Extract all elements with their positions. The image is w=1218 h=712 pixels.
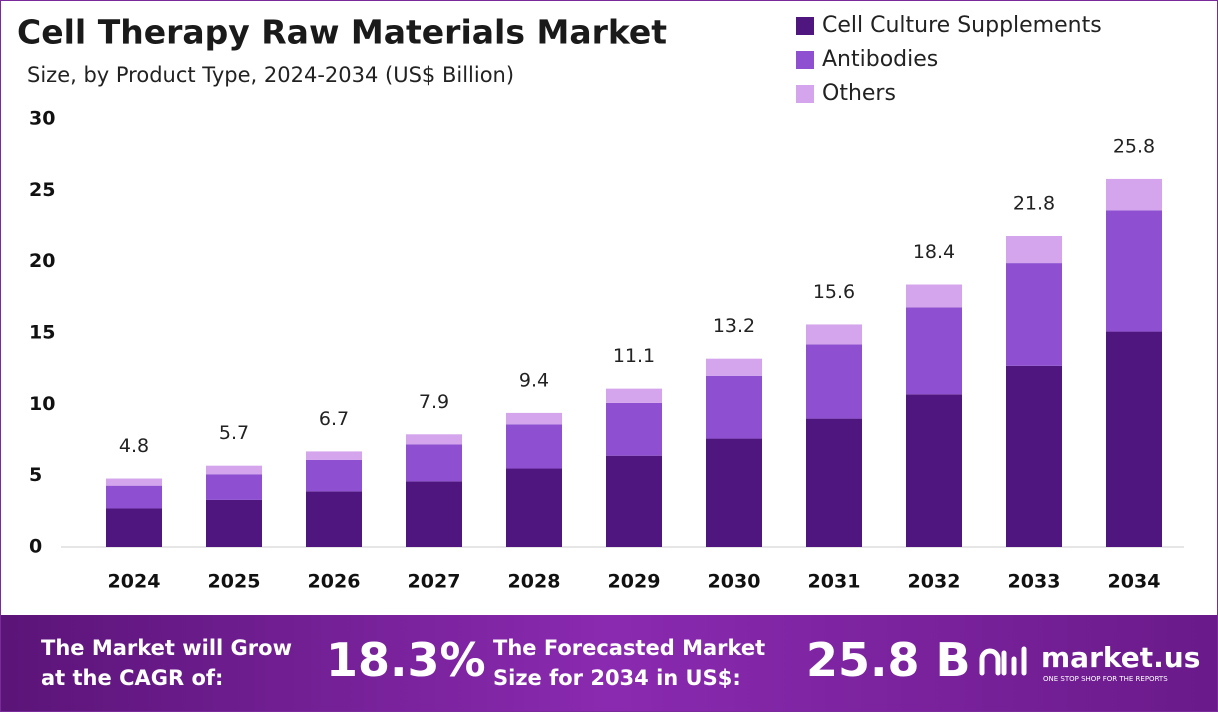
brand: market.us [1041, 641, 1201, 674]
y-tick-label: 30 [29, 108, 55, 130]
bar-segment [206, 465, 262, 475]
bar-segment [706, 375, 762, 439]
bar-segment [1106, 331, 1162, 547]
legend-swatch [796, 85, 814, 103]
y-tick-label: 0 [29, 536, 42, 558]
total-label: 5.7 [219, 422, 249, 444]
total-label: 7.9 [419, 391, 449, 413]
bar-segment [506, 424, 562, 469]
legend-swatch [796, 17, 814, 35]
x-tick-label: 2026 [308, 571, 361, 593]
x-tick-label: 2027 [408, 571, 461, 593]
chart-subtitle: Size, by Product Type, 2024-2034 (US$ Bi… [27, 63, 514, 87]
bar-segment [506, 412, 562, 425]
x-tick-label: 2025 [208, 571, 261, 593]
y-tick-label: 15 [29, 322, 55, 344]
total-label: 25.8 [1113, 135, 1155, 157]
bar-segment [806, 324, 862, 345]
x-tick-label: 2029 [608, 571, 661, 593]
total-label: 11.1 [613, 345, 655, 367]
bar-segment [706, 438, 762, 547]
x-tick-label: 2024 [108, 571, 161, 593]
bar-segment [606, 455, 662, 547]
bar-segment [306, 459, 362, 492]
bar-segment [1106, 178, 1162, 211]
x-tick-label: 2032 [908, 571, 961, 593]
bar-segment [406, 444, 462, 482]
bar-segment [206, 499, 262, 547]
legend-label: Cell Culture Supplements [822, 13, 1102, 38]
x-tick-label: 2031 [808, 571, 861, 593]
bar-segment [906, 307, 962, 395]
bar-segment [106, 508, 162, 547]
x-tick-label: 2030 [708, 571, 761, 593]
bar-segment [806, 344, 862, 419]
x-tick-label: 2033 [1008, 571, 1061, 593]
bar-segment [206, 474, 262, 500]
bar-segment [406, 434, 462, 445]
chart: Cell Therapy Raw Materials Market Size, … [17, 13, 1184, 593]
bar-segment [306, 491, 362, 547]
bar-segment [406, 481, 462, 547]
y-tick-label: 10 [29, 393, 55, 415]
bar-segment [306, 451, 362, 460]
legend-swatch [796, 51, 814, 69]
brand-icon [979, 646, 1027, 676]
total-label: 15.6 [813, 281, 855, 303]
bar-segment [506, 468, 562, 547]
y-tick-label: 25 [29, 179, 55, 201]
total-label: 13.2 [713, 315, 755, 337]
bar-segment [106, 478, 162, 486]
tagline: ONE STOP SHOP FOR THE REPORTS [1043, 675, 1168, 683]
x-tick-label: 2028 [508, 571, 561, 593]
bar-segment [706, 358, 762, 376]
y-tick-label: 5 [29, 464, 42, 486]
bar-segment [1006, 235, 1062, 264]
total-label: 4.8 [119, 435, 149, 457]
bar-segment [106, 485, 162, 509]
legend-label: Antibodies [822, 47, 938, 72]
total-label: 21.8 [1013, 192, 1055, 214]
bar-segment [606, 388, 662, 403]
footer-banner: The Market will Grow at the CAGR of: 18.… [1, 615, 1217, 711]
bar-segment [906, 394, 962, 547]
bar-segment [906, 284, 962, 308]
forecast-value: 25.8 B [806, 633, 971, 687]
legend-label: Others [822, 81, 896, 106]
bar-segment [806, 418, 862, 547]
total-label: 6.7 [319, 408, 349, 430]
chart-title: Cell Therapy Raw Materials Market [17, 13, 667, 52]
bar-segment [1106, 210, 1162, 332]
bar-segment [606, 402, 662, 456]
forecast-text: The Forecasted Market Size for 2034 in U… [493, 636, 766, 690]
cagr-value: 18.3% [326, 633, 486, 687]
total-label: 18.4 [913, 241, 955, 263]
y-tick-label: 20 [29, 250, 55, 272]
bar-segment [1006, 365, 1062, 547]
bar-segment [1006, 263, 1062, 366]
cagr-text: The Market will Grow at the CAGR of: [41, 636, 292, 690]
total-label: 9.4 [519, 369, 549, 391]
x-tick-label: 2034 [1108, 571, 1161, 593]
